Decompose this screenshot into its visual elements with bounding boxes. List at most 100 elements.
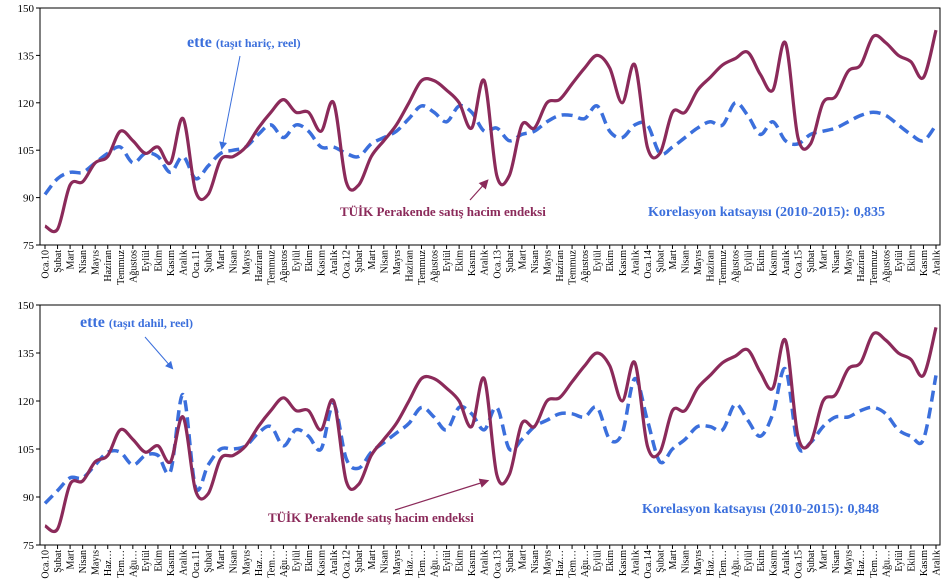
x-tick-label: Nisan	[379, 250, 390, 273]
x-tick-label: Nisan	[681, 250, 692, 273]
x-tick-label: Şubat	[53, 250, 64, 273]
annotation: Korelasyon katsayısı (2010-2015): 0,848	[642, 502, 879, 517]
x-tick-label: Mayıs	[392, 250, 403, 275]
x-tick-label: Aralık	[781, 250, 792, 276]
x-tick-label: Haz…	[254, 550, 265, 576]
x-tick-label: Mart	[367, 550, 378, 570]
x-tick-label: Mayıs	[844, 550, 855, 575]
y-tick-label: 75	[23, 540, 35, 552]
x-tick-label: Oca.15	[793, 550, 804, 579]
series-name: ette	[80, 314, 105, 331]
x-tick-label: Haz…	[404, 550, 415, 576]
x-tick-label: Ağustos	[279, 250, 290, 283]
x-tick-label: Nisan	[78, 250, 89, 273]
x-tick-label: Tem…	[718, 550, 729, 578]
x-tick-label: Eylül	[291, 250, 302, 272]
x-tick-label: Haziran	[555, 250, 566, 282]
x-tick-label: Eylül	[894, 250, 905, 272]
x-tick-label: Kasım	[919, 250, 930, 276]
x-tick-label: Mayıs	[91, 550, 102, 575]
x-tick-label: Ağu…	[128, 550, 139, 577]
x-tick-label: Oca.13	[492, 250, 503, 279]
x-tick-label: Mart	[517, 550, 528, 570]
x-tick-label: Oca.13	[492, 550, 503, 579]
x-tick-label: Mart	[66, 250, 77, 270]
x-tick-label: Eylül	[442, 550, 453, 572]
x-tick-label: Kasım	[768, 550, 779, 576]
x-tick-label: Ağu…	[430, 550, 441, 577]
series-note: (taşıt hariç, reel)	[216, 36, 301, 50]
x-tick-label: Aralık	[179, 550, 190, 576]
x-tick-label: Şubat	[505, 550, 516, 573]
x-tick-label: Ekim	[756, 550, 767, 572]
x-tick-label: Eylül	[291, 550, 302, 572]
x-tick-label: Şubat	[806, 550, 817, 573]
x-tick-label: Mayıs	[392, 550, 403, 575]
x-tick-label: Tem…	[116, 550, 127, 578]
x-tick-label: Temmuz	[116, 249, 127, 284]
x-tick-label: Aralık	[630, 250, 641, 276]
series-label: TÜİK Perakende satış hacim endeksi	[268, 510, 474, 525]
y-tick-label: 135	[18, 348, 35, 360]
x-tick-label: Haziran	[706, 250, 717, 282]
x-tick-label: Tem…	[266, 550, 277, 578]
series-label: ette (taşıt dahil, reel)	[80, 314, 193, 331]
x-tick-label: Kasım	[768, 250, 779, 276]
x-tick-label: Oca.15	[793, 250, 804, 279]
x-tick-label: Ekim	[906, 250, 917, 272]
arrow	[219, 55, 241, 150]
x-tick-label: Mayıs	[693, 250, 704, 275]
x-tick-label: Ekim	[906, 550, 917, 572]
x-tick-label: Ağu…	[580, 550, 591, 577]
x-tick-label: Mart	[367, 250, 378, 270]
series-note: (taşıt dahil, reel)	[109, 316, 193, 330]
x-tick-label: Tem…	[568, 550, 579, 578]
x-tick-label: Eylül	[593, 250, 604, 272]
x-tick-label: Tem…	[417, 550, 428, 578]
y-tick-label: 90	[23, 193, 35, 205]
x-tick-label: Ekim	[756, 250, 767, 272]
x-tick-label: Mart	[517, 250, 528, 270]
x-tick-label: Haziran	[254, 250, 265, 282]
x-tick-label: Aralık	[480, 250, 491, 276]
y-tick-label: 105	[18, 444, 35, 456]
x-tick-label: Aralık	[932, 550, 943, 576]
x-tick-label: Haz…	[706, 550, 717, 576]
x-tick-label: Kasım	[317, 550, 328, 576]
x-tick-label: Nisan	[530, 250, 541, 273]
series-line	[44, 326, 938, 534]
x-tick-label: Haz…	[856, 550, 867, 576]
x-tick-label: Ağustos	[881, 250, 892, 283]
x-tick-label: Mart	[668, 250, 679, 270]
x-tick-label: Ekim	[605, 250, 616, 272]
x-tick-label: Aralık	[630, 550, 641, 576]
x-tick-label: Şubat	[655, 250, 666, 273]
x-tick-label: Kasım	[317, 250, 328, 276]
x-tick-label: Nisan	[530, 550, 541, 573]
x-tick-label: Mayıs	[91, 250, 102, 275]
x-tick-label: Oca.11	[191, 250, 202, 278]
x-tick-label: Şubat	[806, 250, 817, 273]
y-tick-label: 90	[23, 492, 35, 504]
series-name: ette	[187, 34, 212, 51]
x-tick-label: Oca.14	[643, 550, 654, 579]
arrow	[469, 179, 489, 201]
x-tick-label: Mayıs	[844, 250, 855, 275]
x-tick-label: Mart	[668, 550, 679, 570]
x-tick-label: Şubat	[354, 250, 365, 273]
x-tick-label: Temmuz	[417, 249, 428, 284]
x-tick-label: Kasım	[467, 550, 478, 576]
x-tick-label: Temmuz	[568, 249, 579, 284]
x-tick-label: Nisan	[229, 250, 240, 273]
x-tick-label: Ekim	[304, 550, 315, 572]
x-tick-label: Nisan	[379, 550, 390, 573]
x-tick-label: Aralık	[480, 550, 491, 576]
x-tick-label: Aralık	[329, 250, 340, 276]
x-tick-label: Mart	[216, 250, 227, 270]
x-tick-label: Mart	[819, 250, 830, 270]
x-tick-label: Şubat	[204, 250, 215, 273]
x-tick-label: Mayıs	[693, 550, 704, 575]
plot-area	[39, 304, 941, 546]
x-tick-label: Oca.12	[342, 250, 353, 279]
